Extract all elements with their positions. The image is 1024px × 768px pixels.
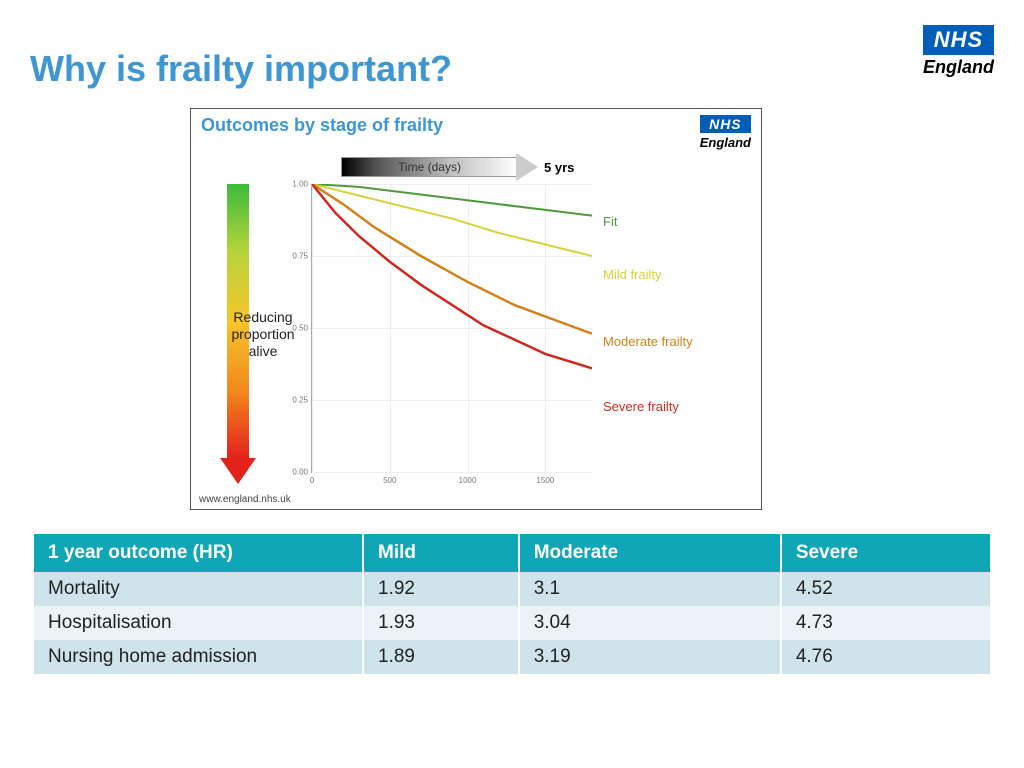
hazard-ratio-table: 1 year outcome (HR)MildModerateSevereMor… — [34, 534, 990, 674]
survival-plot: 0.000.250.500.751.00050010001500 — [311, 184, 592, 473]
table-cell: Nursing home admission — [34, 640, 363, 674]
y-tick: 0.50 — [292, 324, 308, 333]
nhs-sub-mini: England — [700, 135, 751, 150]
table-cell: Mortality — [34, 572, 363, 606]
table-cell: 4.76 — [781, 640, 990, 674]
page-title: Why is frailty important? — [30, 48, 452, 90]
time-end-label: 5 yrs — [544, 160, 574, 175]
series-mild — [312, 184, 592, 256]
table-cell: 4.73 — [781, 606, 990, 640]
y-tick: 1.00 — [292, 180, 308, 189]
table-cell: 1.92 — [363, 572, 519, 606]
time-arrow-icon — [516, 153, 538, 181]
x-tick: 1500 — [536, 476, 554, 485]
legend-fit: Fit — [603, 214, 617, 229]
legend-moderate: Moderate frailty — [603, 334, 693, 349]
time-bar: Time (days) — [341, 157, 518, 177]
y-tick: 0.25 — [292, 396, 308, 405]
table-header: 1 year outcome (HR) — [34, 534, 363, 572]
chart-footer-url: www.england.nhs.uk — [199, 494, 291, 505]
nhs-sub: England — [923, 57, 994, 78]
chart-panel: Outcomes by stage of frailty NHS England… — [190, 108, 762, 510]
table-cell: 3.19 — [519, 640, 781, 674]
x-tick: 0 — [310, 476, 314, 485]
table-cell: 1.89 — [363, 640, 519, 674]
table-row: Nursing home admission1.893.194.76 — [34, 640, 990, 674]
table-row: Mortality1.923.14.52 — [34, 572, 990, 606]
y-axis-caption: Reducing proportion alive — [223, 309, 303, 359]
table-cell: 4.52 — [781, 572, 990, 606]
table-cell: 1.93 — [363, 606, 519, 640]
table-header: Severe — [781, 534, 990, 572]
series-moderate — [312, 184, 592, 334]
nhs-logo-main: NHS England — [923, 25, 994, 78]
y-tick: 0.75 — [292, 252, 308, 261]
chart-title: Outcomes by stage of frailty — [201, 115, 443, 136]
nhs-box: NHS — [923, 25, 994, 55]
time-axis-strip: Time (days) 5 yrs — [341, 153, 574, 181]
gradient-arrowhead-icon — [220, 458, 256, 484]
nhs-logo-chart: NHS England — [700, 115, 751, 150]
table-header: Moderate — [519, 534, 781, 572]
table-cell: 3.04 — [519, 606, 781, 640]
legend-severe: Severe frailty — [603, 399, 679, 414]
legend-mild: Mild frailty — [603, 267, 662, 282]
x-tick: 1000 — [459, 476, 477, 485]
table-cell: Hospitalisation — [34, 606, 363, 640]
y-tick: 0.00 — [292, 468, 308, 477]
table-header: Mild — [363, 534, 519, 572]
nhs-box-mini: NHS — [700, 115, 751, 133]
x-tick: 500 — [383, 476, 396, 485]
table-row: Hospitalisation1.933.044.73 — [34, 606, 990, 640]
table-cell: 3.1 — [519, 572, 781, 606]
